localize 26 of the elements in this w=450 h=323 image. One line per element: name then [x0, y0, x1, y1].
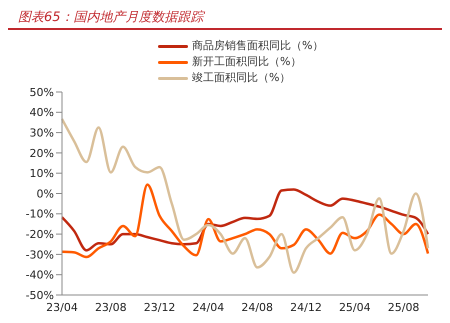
y-tick-label: -30% — [26, 248, 54, 262]
y-tick-label: 30% — [30, 126, 54, 140]
y-tick-label: 50% — [30, 86, 54, 99]
y-tick-label: 20% — [30, 146, 54, 160]
legend-label: 竣工面积同比（%） — [192, 70, 290, 86]
y-tick-label: -40% — [26, 268, 54, 282]
y-tick-label: -10% — [26, 208, 54, 221]
line-series — [60, 118, 430, 274]
x-tick-label: 25/08 — [388, 300, 420, 314]
chart-title: 图表65：国内地产月度数据跟踪 — [8, 8, 442, 30]
x-tick-label: 24/08 — [241, 300, 274, 314]
x-tick-label: 24/04 — [192, 300, 224, 314]
y-tick-label: -20% — [26, 228, 54, 242]
x-tick-label: 23/12 — [144, 300, 176, 314]
y-tick-label: 0% — [36, 187, 54, 200]
line-series — [60, 188, 430, 252]
x-tick-label: 23/04 — [46, 300, 78, 314]
y-tick-label: -50% — [26, 288, 54, 302]
y-tick-label: 40% — [30, 106, 54, 120]
y-tick-label: 10% — [30, 167, 54, 180]
line-series — [60, 183, 430, 258]
x-tick-label: 25/04 — [338, 300, 371, 314]
x-tick-label: 23/08 — [94, 300, 127, 314]
legend-label: 新开工面积同比（%） — [192, 54, 302, 70]
x-tick-label: 24/12 — [290, 300, 322, 314]
legend-label: 商品房销售面积同比（%） — [192, 38, 324, 54]
